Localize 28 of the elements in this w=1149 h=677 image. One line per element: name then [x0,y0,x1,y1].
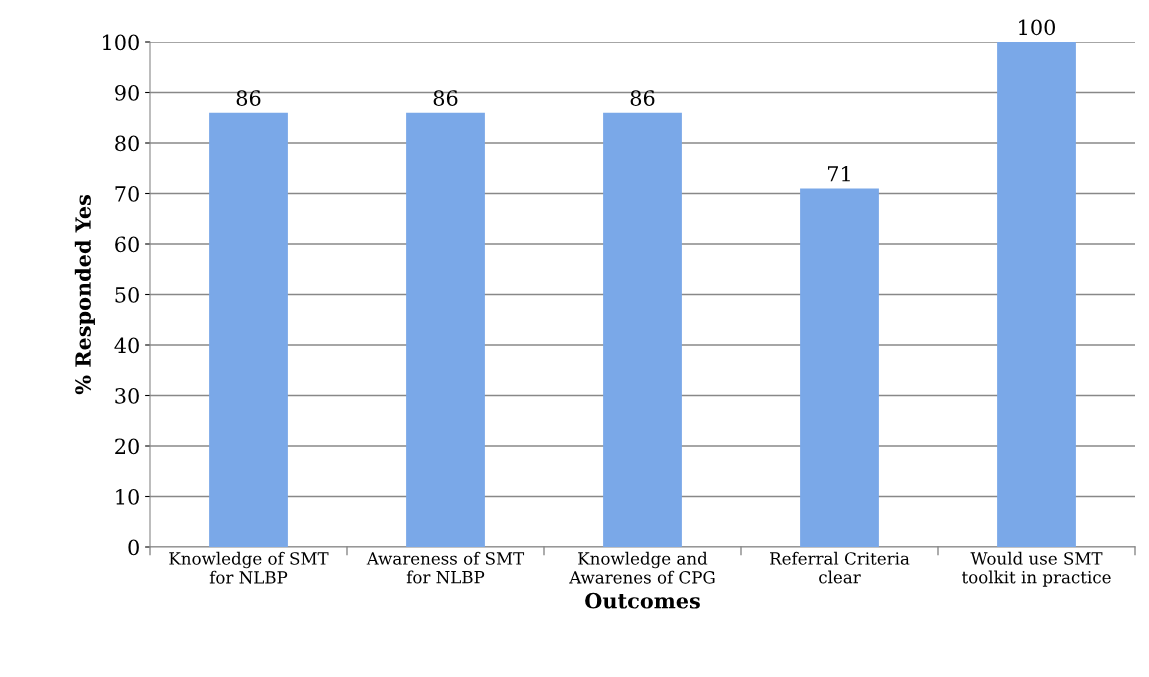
y-tick-label: 30 [115,387,139,404]
bar [603,112,682,547]
bar [800,188,879,547]
data-label: 71 [828,165,850,182]
x-tick-label: Referral Criteria clear [770,551,910,584]
bar [997,42,1076,547]
y-tick-label: 0 [128,539,139,556]
y-tick-label: 10 [116,488,139,505]
y-tick-label: 50 [115,286,139,303]
data-label: 86 [433,90,458,106]
x-axis-title: Outcomes [585,592,700,609]
x-tick-label: Knowledge and Awarenes of CPG [569,551,715,584]
x-tick-label: Would use SMT toolkit in practice [961,551,1111,587]
bar [406,112,485,547]
y-tick-label: 90 [115,84,139,101]
data-label: 100 [1019,19,1055,36]
y-tick-label: 40 [114,337,139,354]
x-tick-label: Knowledge of SMT for NLBP [169,551,329,584]
y-tick-label: 60 [115,236,139,253]
y-axis-title: % Responded Yes [74,195,95,395]
y-tick-label: 70 [115,185,139,202]
y-tick-label: 80 [115,135,139,152]
x-tick-label: Awareness of SMT for NLBP [366,551,525,584]
data-label: 86 [236,90,261,106]
bar [209,112,288,547]
y-tick-label: 100 [103,34,139,51]
y-tick-label: 20 [115,438,139,455]
data-label: 86 [630,90,655,106]
